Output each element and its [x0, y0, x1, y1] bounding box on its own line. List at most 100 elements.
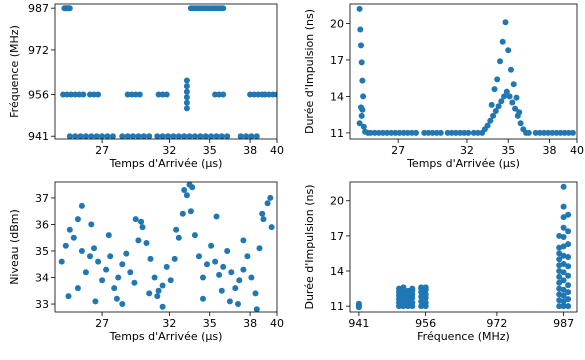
chart-panel-1: 27 32 35 38 40 941 956 972 987 Temps d'Arrivée (µ… — [8, 2, 284, 170]
data-point — [213, 213, 220, 220]
data-point — [183, 105, 190, 112]
data-point — [560, 277, 567, 284]
data-point — [508, 66, 514, 73]
data-point — [212, 258, 219, 265]
x-tick-label: 40 — [270, 317, 284, 330]
y-axis-label: Durée d'Impulsion (ns) — [303, 9, 316, 134]
data-point — [175, 133, 182, 139]
data-point — [163, 263, 170, 270]
data-point — [457, 129, 464, 136]
data-point — [509, 99, 516, 106]
data-point — [448, 129, 455, 136]
data-point — [418, 303, 425, 310]
data-point — [409, 285, 416, 292]
data-point — [220, 263, 227, 270]
data-point — [506, 93, 513, 100]
y-tick-label: 11 — [330, 127, 344, 140]
data-point — [404, 287, 411, 294]
x-tick-label: 32 — [162, 317, 176, 330]
data-point — [501, 93, 508, 100]
x-tick-label: 38 — [542, 144, 556, 157]
data-point — [216, 271, 223, 278]
data-point — [154, 293, 161, 300]
data-point — [186, 133, 193, 139]
data-point — [232, 285, 239, 292]
data-point — [183, 94, 190, 101]
y-axis-label: Niveau (dBm) — [8, 209, 21, 285]
data-point — [218, 287, 225, 294]
data-point — [228, 269, 235, 276]
data-point — [224, 133, 231, 139]
data-point — [66, 133, 73, 139]
data-point — [510, 81, 517, 88]
data-point — [355, 304, 362, 311]
data-point — [147, 255, 154, 262]
axes-frame — [54, 181, 278, 313]
data-point — [104, 133, 111, 139]
data-point — [265, 91, 272, 98]
axes-frame — [349, 181, 578, 313]
data-point — [213, 133, 220, 139]
data-point — [560, 298, 567, 305]
x-tick-label: 40 — [570, 144, 584, 157]
data-point — [359, 106, 366, 113]
data-point — [77, 133, 84, 139]
data-point — [127, 269, 134, 276]
data-point — [421, 129, 428, 136]
data-point — [240, 266, 247, 273]
data-point — [68, 91, 75, 98]
y-axis-label: Durée d'Impulsion (ns) — [303, 184, 316, 309]
y-tick-label: 972 — [28, 44, 49, 57]
data-point — [556, 256, 563, 263]
data-point — [105, 232, 112, 239]
data-point — [516, 109, 523, 116]
data-point — [494, 76, 501, 83]
data-point — [400, 284, 407, 291]
data-point — [268, 224, 275, 231]
data-point — [425, 129, 432, 136]
data-point — [103, 266, 110, 273]
y-tick-label: 17 — [330, 230, 344, 243]
data-point — [88, 133, 95, 139]
data-point — [565, 263, 572, 270]
chart-panel-2: 27 32 35 38 40 11 14 17 20 Temps d'Arrivée (µs) Du… — [303, 3, 584, 170]
data-point — [565, 241, 572, 248]
data-point — [151, 274, 158, 281]
data-point — [418, 293, 425, 300]
data-point — [488, 101, 495, 108]
data-point — [556, 303, 563, 310]
data-point — [396, 129, 403, 136]
data-point — [360, 123, 367, 130]
data-point — [367, 129, 374, 136]
data-point — [74, 285, 81, 292]
data-point — [502, 19, 509, 26]
data-point — [252, 290, 259, 297]
y-tick-label: 37 — [35, 192, 49, 205]
data-point — [503, 88, 510, 95]
data-point — [146, 290, 153, 297]
data-point — [490, 112, 497, 119]
x-axis-label: Temps d'Arrivée (µs) — [406, 157, 520, 170]
data-point — [197, 133, 204, 139]
data-point — [216, 91, 223, 98]
x-tick-label: 38 — [243, 144, 257, 157]
data-point — [131, 279, 138, 286]
data-point — [91, 91, 97, 98]
x-tick-label: 35 — [501, 144, 515, 157]
data-point — [556, 279, 563, 286]
data-point — [256, 245, 263, 252]
data-point — [113, 295, 120, 302]
data-point — [107, 253, 114, 260]
data-point — [183, 192, 190, 199]
data-point — [422, 299, 429, 306]
data-point — [191, 232, 198, 239]
data-point — [429, 129, 436, 136]
data-point — [560, 224, 567, 231]
data-point — [119, 301, 126, 307]
markers — [356, 5, 576, 136]
data-point — [560, 203, 567, 210]
x-axis-label: Temps d'Arrivée (µs) — [109, 330, 223, 343]
data-point — [111, 285, 118, 292]
x-tick-label: 27 — [391, 144, 405, 157]
data-point — [243, 133, 250, 139]
